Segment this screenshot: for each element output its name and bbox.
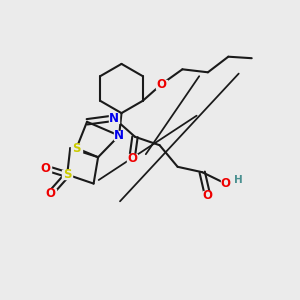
Text: O: O [127,152,137,165]
Bar [71,144,82,153]
Bar [40,164,51,172]
Text: N: N [109,112,119,125]
Bar [220,179,231,188]
Bar [109,114,119,123]
Bar [127,154,137,163]
Bar [114,131,124,140]
Text: S: S [72,142,81,155]
Text: O: O [46,187,56,200]
Text: O: O [40,161,51,175]
Text: N: N [114,129,124,142]
Bar [156,80,167,89]
Bar [202,191,213,200]
Text: S: S [63,168,71,181]
Bar [46,189,56,198]
Text: O: O [220,177,231,190]
Bar [62,170,72,179]
Text: H: H [234,175,243,185]
Text: O: O [202,189,213,202]
Text: O: O [156,78,167,91]
